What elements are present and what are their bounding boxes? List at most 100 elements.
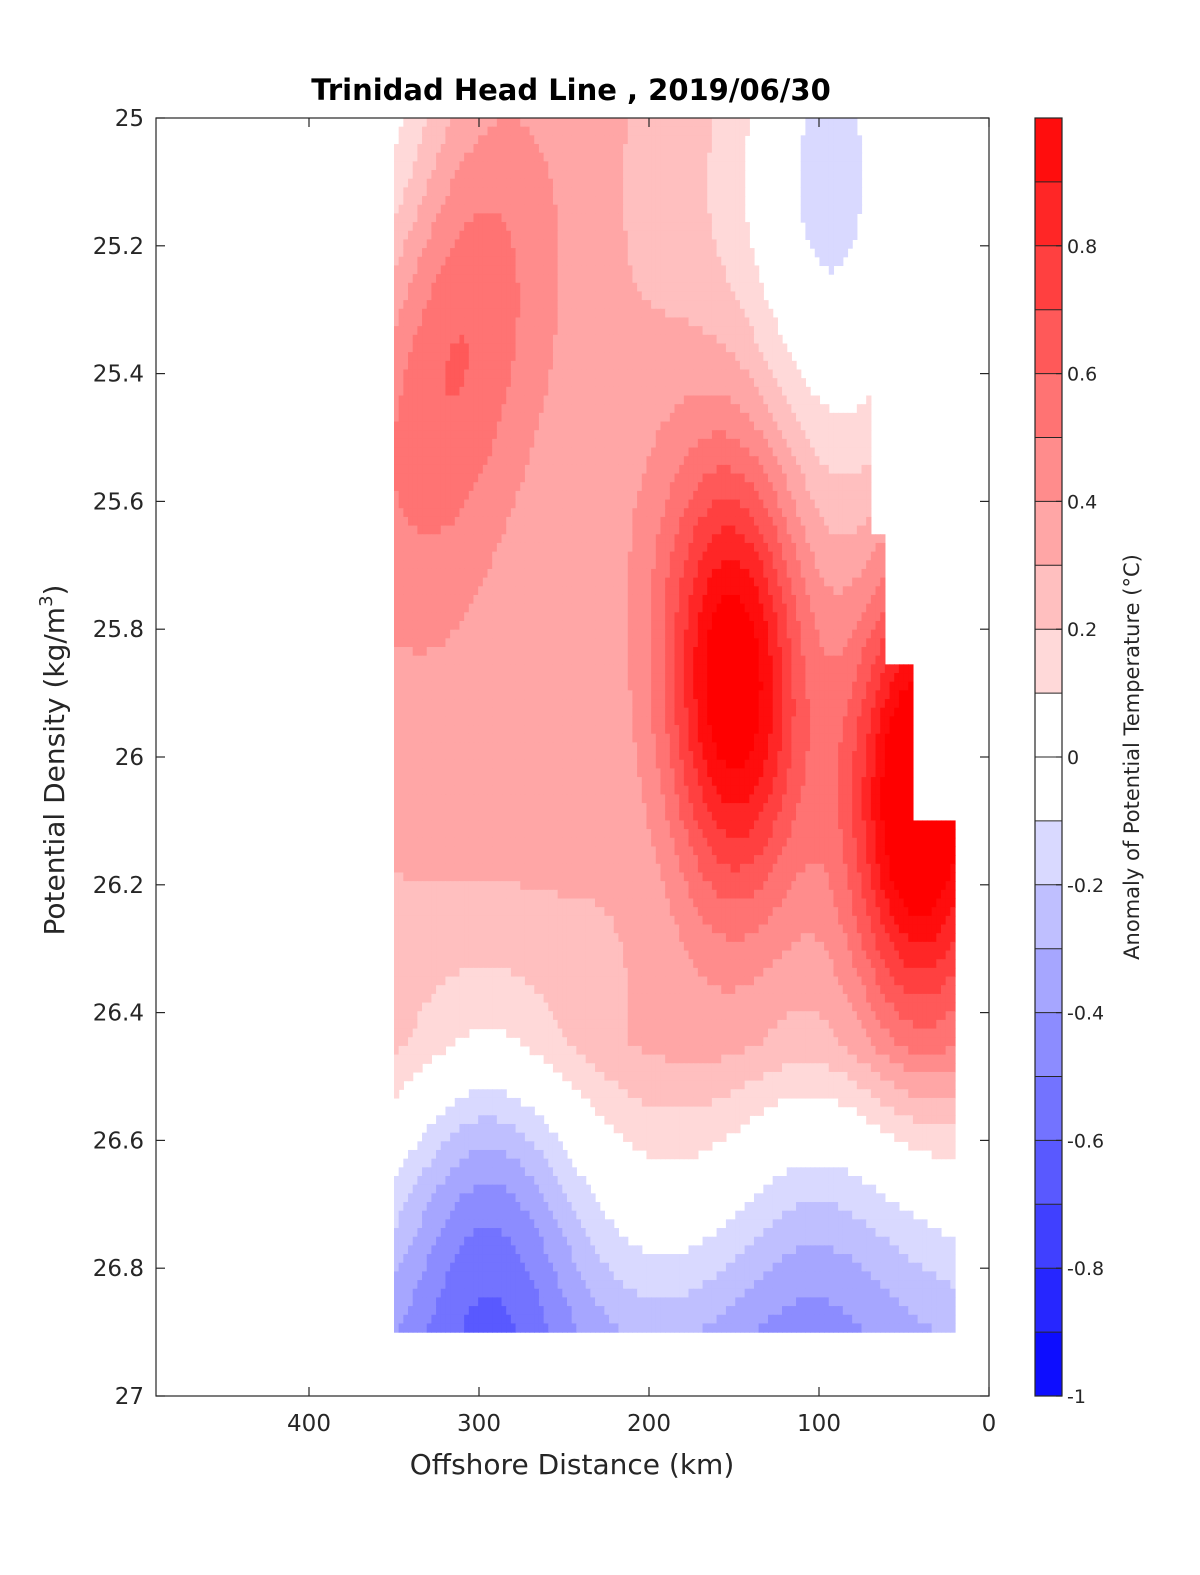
contour-cell bbox=[819, 204, 825, 214]
contour-cell bbox=[412, 560, 418, 570]
contour-cell bbox=[725, 430, 732, 440]
contour-cell bbox=[604, 516, 610, 527]
contour-cell bbox=[609, 395, 615, 405]
contour-cell bbox=[627, 430, 634, 440]
contour-cell bbox=[810, 525, 816, 535]
contour-cell bbox=[548, 586, 554, 596]
contour-cell bbox=[735, 551, 741, 561]
contour-cell bbox=[744, 317, 750, 327]
contour-cell bbox=[566, 343, 573, 353]
contour-cell bbox=[445, 144, 451, 154]
contour-cell bbox=[515, 438, 521, 449]
contour-cell bbox=[543, 118, 549, 128]
contour-cell bbox=[464, 230, 470, 241]
contour-cell bbox=[440, 161, 447, 171]
contour-cell bbox=[473, 586, 479, 596]
contour-cell bbox=[618, 274, 624, 284]
contour-cell bbox=[403, 230, 409, 241]
contour-cell bbox=[529, 447, 535, 457]
contour-cell bbox=[852, 464, 858, 475]
contour-cell bbox=[641, 482, 648, 492]
contour-cell bbox=[412, 499, 418, 509]
contour-cell bbox=[730, 447, 736, 457]
contour-cell bbox=[548, 118, 554, 128]
contour-cell bbox=[702, 421, 708, 431]
contour-cell bbox=[506, 577, 512, 587]
contour-cell bbox=[436, 395, 442, 405]
contour-cell bbox=[398, 551, 404, 561]
contour-cell bbox=[515, 326, 521, 336]
contour-cell bbox=[777, 560, 783, 570]
contour-cell bbox=[422, 421, 428, 431]
contour-cell bbox=[436, 265, 442, 275]
contour-cell bbox=[473, 343, 479, 353]
contour-cell bbox=[758, 360, 764, 371]
contour-cell bbox=[800, 542, 806, 553]
contour-cell bbox=[627, 412, 634, 423]
contour-cell bbox=[590, 334, 596, 345]
contour-cell bbox=[445, 577, 451, 587]
contour-cell bbox=[637, 490, 643, 501]
contour-cell bbox=[707, 282, 713, 293]
contour-cell bbox=[623, 265, 629, 275]
contour-cell bbox=[571, 170, 577, 180]
contour-cell bbox=[595, 118, 601, 128]
contour-cell bbox=[721, 213, 727, 223]
contour-cell bbox=[599, 343, 605, 353]
contour-cell bbox=[478, 230, 484, 241]
contour-cell bbox=[454, 300, 461, 310]
contour-cell bbox=[838, 490, 844, 501]
contour-cell bbox=[445, 395, 451, 405]
contour-cell bbox=[604, 317, 610, 327]
contour-cell bbox=[468, 473, 475, 483]
contour-cell bbox=[482, 326, 489, 336]
contour-cell bbox=[436, 577, 442, 587]
contour-cell bbox=[422, 586, 428, 596]
contour-cell bbox=[459, 516, 465, 527]
contour-cell bbox=[426, 430, 433, 440]
contour-cell bbox=[702, 248, 708, 258]
contour-cell bbox=[725, 412, 732, 423]
contour-cell bbox=[581, 265, 587, 275]
contour-cell bbox=[725, 508, 732, 518]
contour-cell bbox=[496, 508, 503, 518]
contour-cell bbox=[431, 412, 437, 423]
contour-cell bbox=[838, 204, 844, 214]
contour-cell bbox=[581, 508, 587, 518]
contour-cell bbox=[632, 464, 638, 475]
contour-cell bbox=[660, 213, 666, 223]
contour-cell bbox=[454, 404, 461, 414]
contour-cell bbox=[674, 187, 680, 197]
contour-cell bbox=[515, 265, 521, 275]
contour-cell bbox=[487, 343, 493, 353]
contour-cell bbox=[552, 577, 559, 587]
contour-cell bbox=[735, 473, 741, 483]
contour-cell bbox=[819, 560, 825, 570]
contour-cell bbox=[609, 430, 615, 440]
contour-cell bbox=[688, 326, 694, 336]
contour-cell bbox=[482, 404, 489, 414]
contour-cell bbox=[487, 144, 493, 154]
contour-cell bbox=[487, 178, 493, 188]
contour-cell bbox=[842, 551, 849, 561]
contour-cell bbox=[688, 334, 694, 345]
contour-cell bbox=[861, 551, 867, 561]
contour-cell bbox=[515, 187, 521, 197]
contour-cell bbox=[683, 308, 690, 319]
contour-cell bbox=[595, 326, 601, 336]
contour-cell bbox=[524, 551, 531, 561]
contour-cell bbox=[805, 490, 811, 501]
contour-cell bbox=[791, 577, 797, 587]
contour-cell bbox=[730, 178, 736, 188]
contour-cell bbox=[828, 542, 835, 553]
contour-cell bbox=[571, 300, 577, 310]
contour-cell bbox=[711, 135, 718, 145]
contour-cell bbox=[473, 508, 479, 518]
contour-cell bbox=[566, 135, 573, 145]
contour-cell bbox=[412, 438, 418, 449]
contour-cell bbox=[581, 187, 587, 197]
contour-cell bbox=[838, 499, 844, 509]
contour-cell bbox=[482, 395, 489, 405]
contour-cell bbox=[772, 360, 778, 371]
contour-cell bbox=[510, 178, 517, 188]
